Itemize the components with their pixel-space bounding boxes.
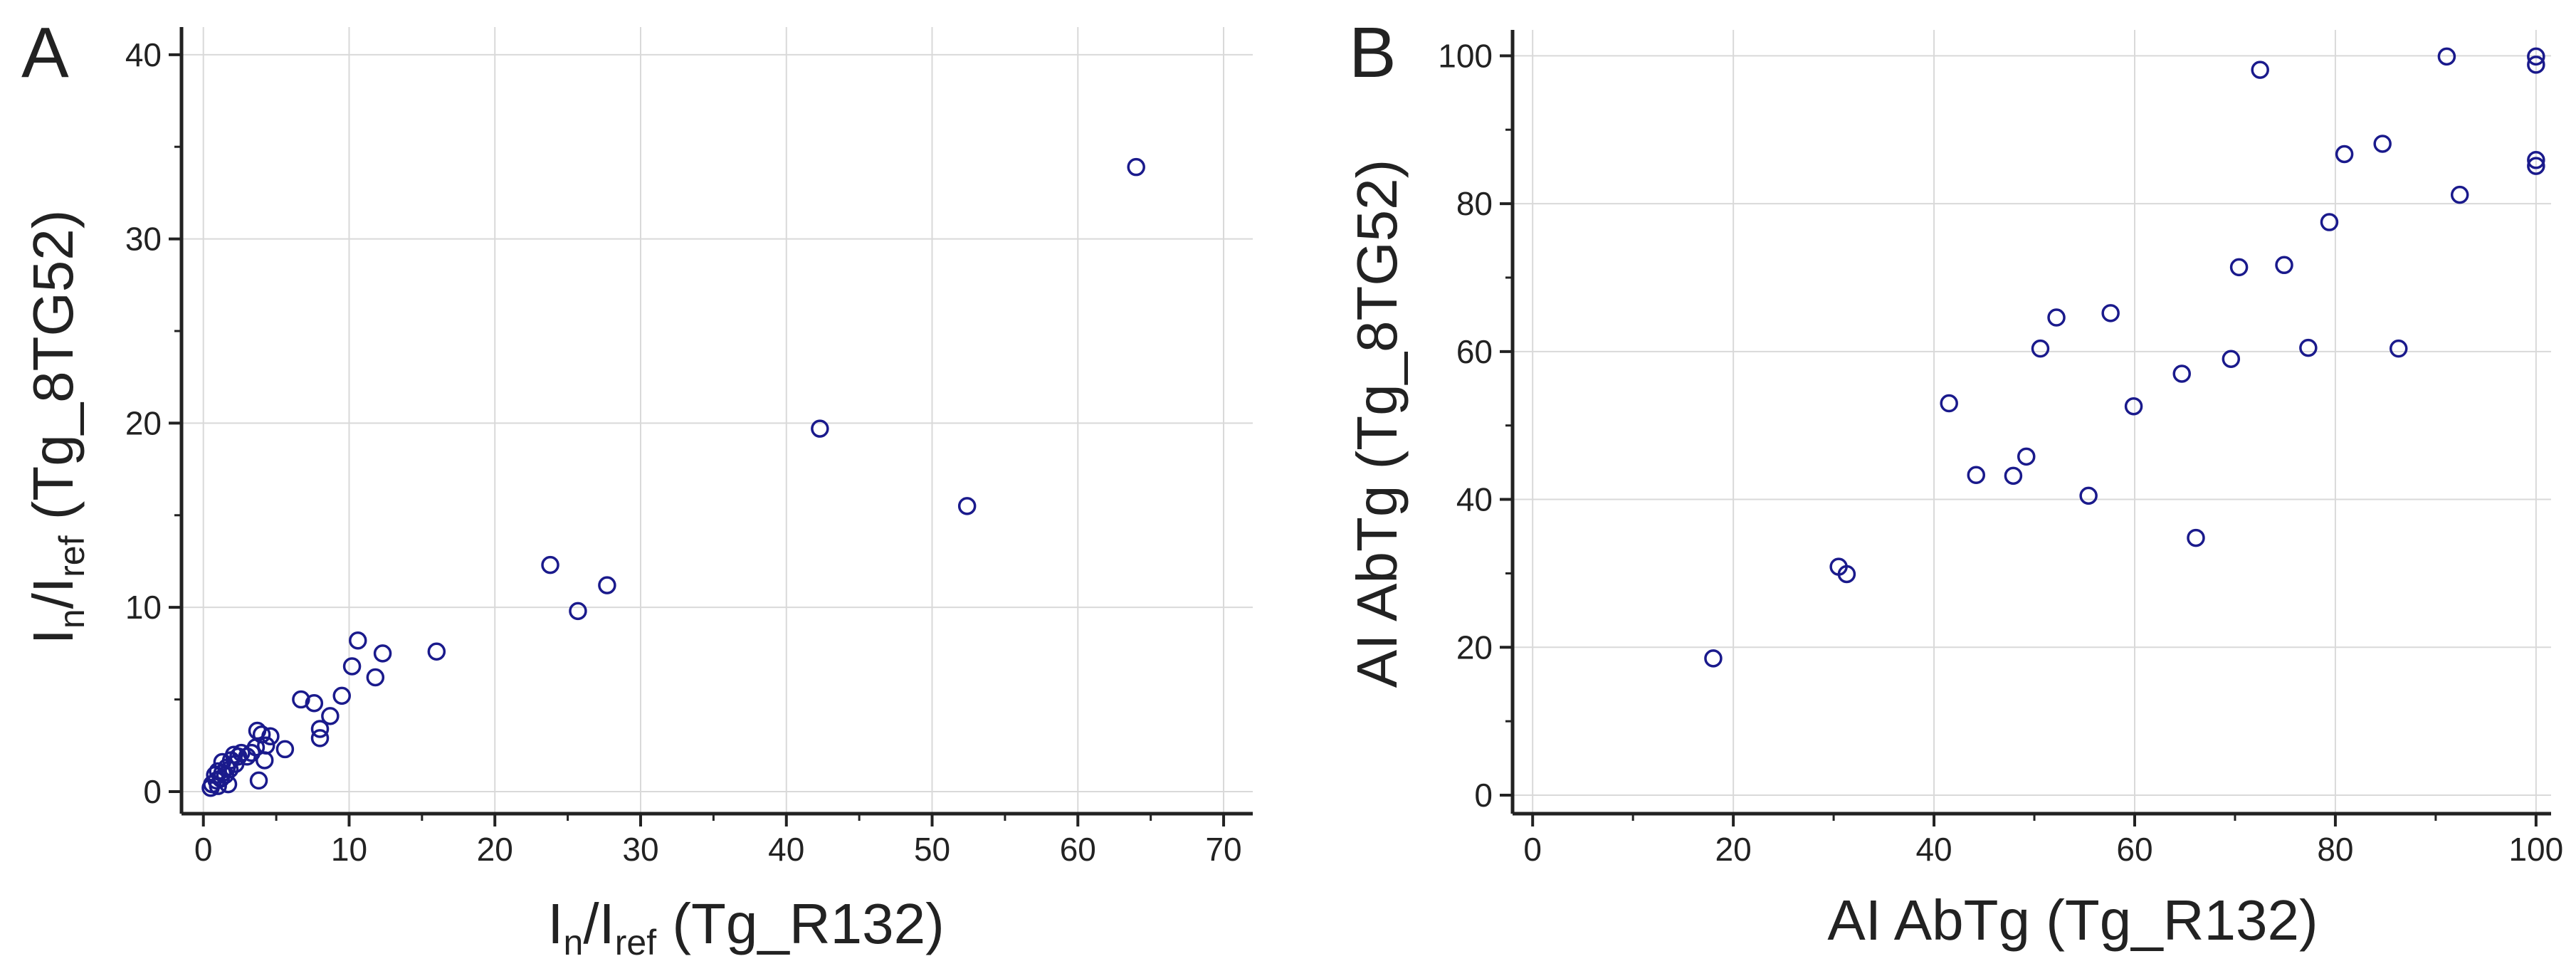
y-axis-title-a-suffix: (Tg_8TG52) [21, 210, 85, 536]
data-point-a-24 [242, 743, 261, 762]
data-point-b-8 [2047, 308, 2066, 327]
x-axis-title-a-sub2: ref [615, 923, 656, 962]
data-point-b-6 [2017, 447, 2036, 466]
data-point-b-27 [2527, 151, 2545, 169]
data-point-a-8 [349, 631, 367, 650]
data-point-b-23 [2437, 47, 2456, 66]
data-point-a-11 [332, 686, 351, 705]
data-point-a-29 [226, 755, 245, 773]
data-point-a-5 [569, 602, 587, 621]
data-point-a-16 [310, 729, 330, 747]
y-axis-title-a-sub1: n [52, 609, 92, 629]
x-tick-label-a-3: 30 [622, 831, 658, 868]
data-point-b-3 [1940, 394, 1958, 413]
data-point-b-22 [2389, 339, 2408, 358]
data-point-b-9 [2079, 486, 2098, 505]
data-point-b-5 [2004, 466, 2023, 486]
data-point-a-7 [373, 644, 392, 663]
x-tick-label-b-3: 60 [2116, 831, 2152, 868]
data-point-b-0 [1704, 649, 1723, 668]
x-tick-label-b-0: 0 [1523, 831, 1542, 868]
data-point-b-4 [1967, 466, 1986, 485]
x-axis-title-a: In/Iref (Tg_R132) [547, 892, 944, 962]
data-point-a-14 [292, 690, 310, 709]
x-tick-label-a-1: 10 [331, 831, 367, 868]
data-point-a-1 [811, 419, 829, 438]
data-point-b-15 [2229, 258, 2249, 277]
data-point-a-42 [209, 777, 227, 795]
data-point-a-2 [957, 497, 977, 515]
data-point-a-4 [598, 576, 616, 594]
data-point-b-25 [2527, 47, 2545, 66]
x-tick-label-b-5: 100 [2508, 831, 2563, 868]
y-tick-label-b-4: 80 [1456, 185, 1493, 222]
x-axis-title-a-base: I [547, 892, 563, 955]
y-axis-title-b: AI AbTg (Tg_8TG52) [1345, 159, 1409, 688]
data-point-a-9 [342, 657, 362, 676]
data-point-b-28 [2527, 157, 2545, 175]
y-tick-label-a-3: 30 [125, 221, 162, 258]
panel-label-b: B [1349, 13, 1397, 93]
y-tick-label-a-0: 0 [143, 773, 162, 810]
x-axis-title-a-sep: /I [583, 892, 614, 955]
data-point-a-12 [321, 707, 340, 725]
panel-label-a: A [21, 13, 69, 93]
data-point-b-7 [2031, 339, 2050, 358]
data-point-b-14 [2222, 350, 2241, 368]
data-point-a-43 [219, 775, 238, 794]
data-point-a-41 [201, 779, 220, 797]
scatter-plot-b: 0 20 40 60 80 100 0 20 40 60 80 100 [1438, 30, 2563, 868]
x-tick-label-a-2: 20 [477, 831, 513, 868]
x-tick-label-a-6: 60 [1060, 831, 1096, 868]
x-tick-label-b-4: 80 [2317, 831, 2353, 868]
data-point-a-13 [305, 693, 324, 713]
y-axis-title-a-sub2: ref [52, 535, 92, 577]
y-axis-title-a: In/Iref (Tg_8TG52) [21, 210, 92, 645]
y-axis-title-a-sep: /I [21, 577, 85, 609]
x-axis-title-b: AI AbTg (Tg_R132) [1827, 888, 2318, 952]
x-axis-title-a-sub1: n [564, 923, 584, 962]
y-tick-label-b-1: 20 [1456, 629, 1493, 666]
data-point-b-2 [1837, 565, 1856, 584]
y-tick-label-b-0: 0 [1474, 777, 1493, 814]
y-tick-label-a-1: 10 [125, 589, 162, 626]
data-point-b-21 [2373, 135, 2392, 153]
data-point-b-16 [2251, 61, 2269, 79]
y-tick-label-a-4: 40 [125, 36, 162, 73]
data-point-b-17 [2275, 256, 2293, 275]
scatter-plot-a: 0 10 20 30 40 50 60 70 0 10 20 30 40 [125, 27, 1253, 868]
data-point-b-13 [2187, 528, 2205, 547]
data-point-a-6 [427, 642, 446, 661]
x-tick-label-b-2: 40 [1915, 831, 1952, 868]
data-point-b-20 [2335, 145, 2354, 164]
y-axis-title-a-base: I [21, 629, 85, 644]
x-axis-title-a-suffix: (Tg_R132) [656, 892, 945, 955]
data-point-a-26 [249, 771, 268, 790]
x-tick-label-a-5: 50 [914, 831, 950, 868]
data-point-b-12 [2172, 364, 2191, 383]
data-point-a-15 [310, 720, 330, 738]
x-tick-label-a-4: 40 [768, 831, 804, 868]
y-tick-label-b-3: 60 [1456, 333, 1493, 370]
x-tick-label-a-0: 0 [194, 831, 213, 868]
y-tick-label-a-2: 20 [125, 404, 162, 441]
data-point-b-19 [2320, 213, 2339, 231]
y-tick-label-b-2: 40 [1456, 481, 1493, 518]
data-point-b-26 [2527, 56, 2545, 74]
data-point-a-17 [275, 740, 295, 759]
data-point-a-21 [248, 721, 267, 740]
data-point-a-0 [1127, 157, 1145, 177]
data-point-b-18 [2299, 338, 2318, 357]
x-tick-label-b-1: 20 [1715, 831, 1752, 868]
data-point-a-44 [213, 752, 232, 772]
data-point-a-10 [366, 668, 385, 687]
data-point-b-11 [2124, 397, 2143, 416]
data-point-b-10 [2101, 304, 2120, 322]
data-point-b-24 [2450, 185, 2469, 204]
x-tick-label-a-7: 70 [1205, 831, 1241, 868]
data-point-a-3 [541, 555, 559, 574]
y-tick-label-b-5: 100 [1438, 37, 1493, 74]
